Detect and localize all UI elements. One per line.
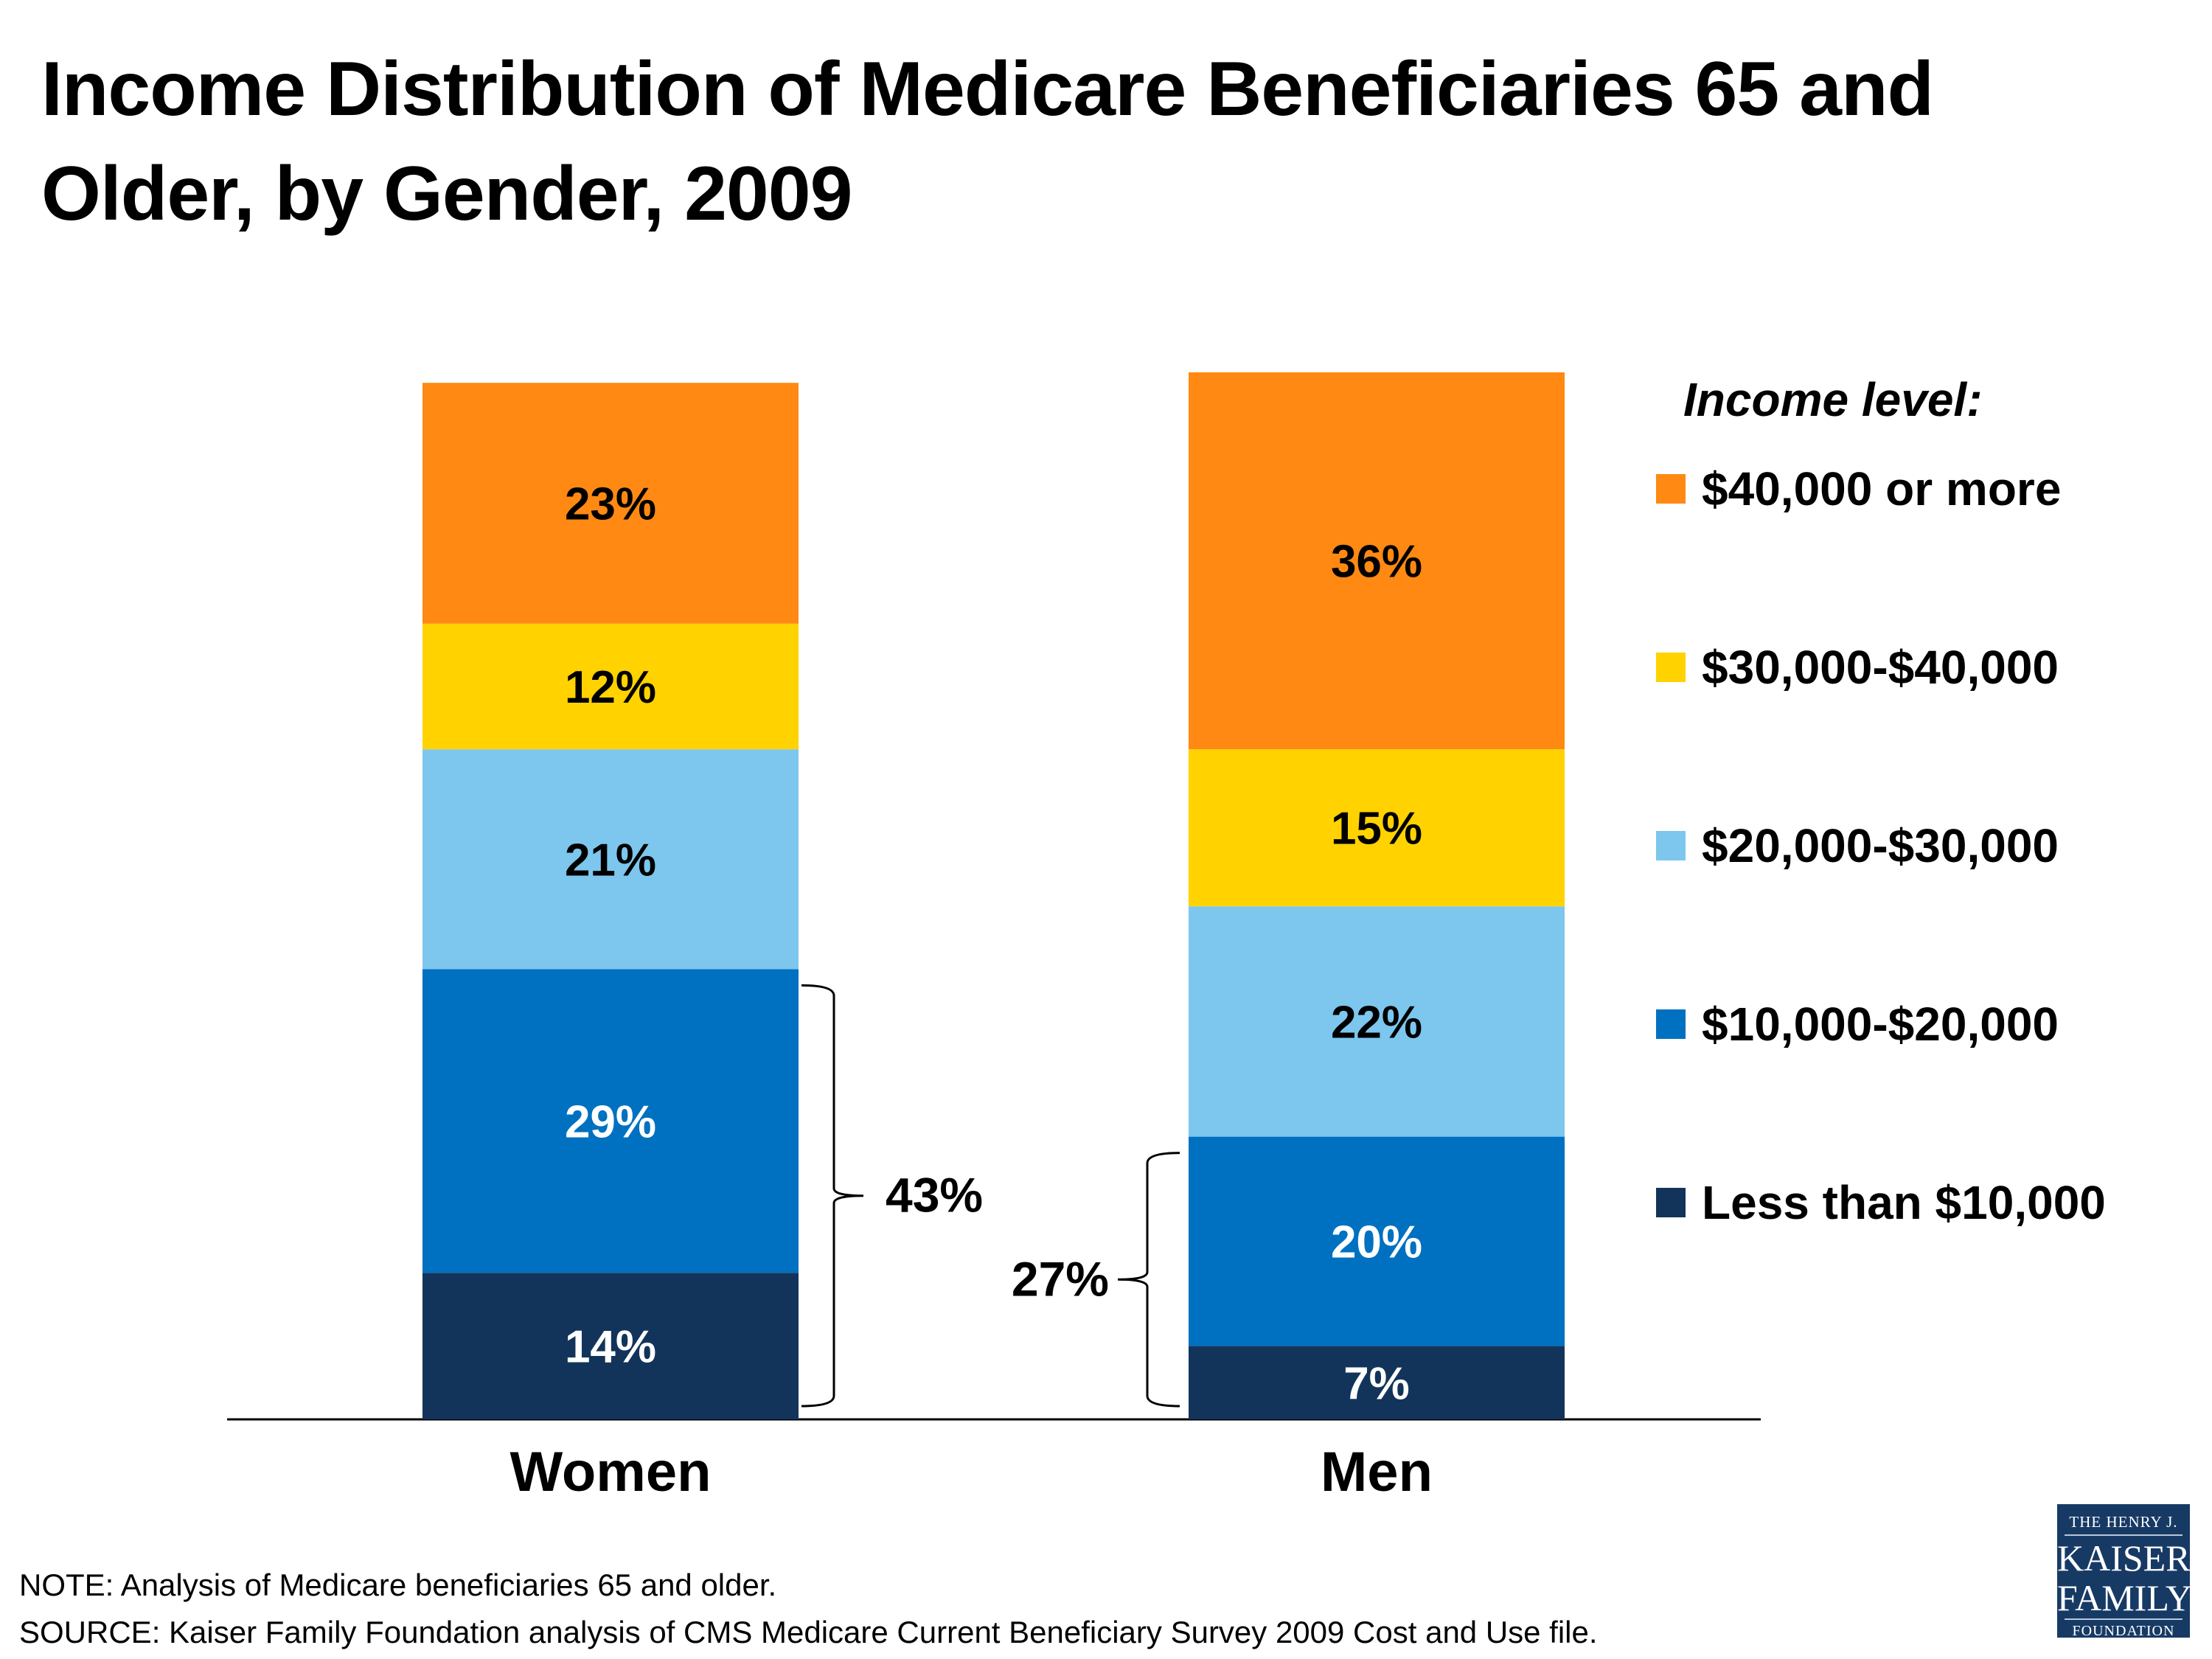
legend-label: Less than $10,000	[1702, 1176, 2106, 1229]
legend-swatch	[1656, 474, 1686, 504]
bracket-label-women: 43%	[886, 1168, 983, 1222]
logo-line-3: FAMILY	[2057, 1577, 2192, 1618]
bar-segment-men-less-than-10-000	[1189, 1346, 1565, 1419]
data-label: 21%	[565, 835, 656, 886]
logo-line-2: KAISER	[2057, 1537, 2191, 1579]
data-label: 22%	[1331, 997, 1422, 1048]
bar-segment-men-30-000-40-000	[1189, 749, 1565, 907]
legend-label: $20,000-$30,000	[1702, 819, 2059, 872]
bar-segment-men-20-000-30-000	[1189, 906, 1565, 1137]
legend-swatch	[1656, 1188, 1686, 1217]
bar-segment-women-10-000-20-000	[422, 969, 799, 1273]
legend-label: $10,000-$20,000	[1702, 998, 2059, 1051]
title-line-2: Older, by Gender, 2009	[41, 151, 852, 237]
bar-segment-men-40-000-or-more	[1189, 372, 1565, 750]
data-label: 7%	[1343, 1358, 1410, 1409]
legend-item-less-than-10-000: Less than $10,000	[1656, 1175, 2106, 1231]
bar-segment-women-20-000-30-000	[422, 749, 799, 970]
legend-swatch	[1656, 831, 1686, 860]
data-label: 15%	[1331, 804, 1422, 855]
legend-item-10-000-20-000: $10,000-$20,000	[1656, 996, 2059, 1052]
data-label: 29%	[565, 1096, 656, 1147]
bar-segment-men-10-000-20-000	[1189, 1136, 1565, 1346]
bar-segment-women-less-than-10-000	[422, 1273, 799, 1419]
kaiser-family-foundation-logo: THE HENRY J. KAISER FAMILY FOUNDATION	[2057, 1504, 2192, 1640]
legend-label: $30,000-$40,000	[1702, 641, 2059, 694]
legend-item-20-000-30-000: $20,000-$30,000	[1656, 818, 2059, 874]
legend-title: Income level:	[1683, 373, 1983, 426]
legend-label: $40,000 or more	[1702, 462, 2062, 515]
note-text: NOTE: Analysis of Medicare beneficiaries…	[19, 1568, 777, 1602]
legend-item-40-000-or-more: $40,000 or more	[1656, 461, 2061, 517]
bracket-men	[1117, 1152, 1180, 1408]
legend-item-30-000-40-000: $30,000-$40,000	[1656, 639, 2059, 695]
bar-segment-women-40-000-or-more	[422, 383, 799, 624]
legend-swatch	[1656, 1009, 1686, 1039]
source-text: SOURCE: Kaiser Family Foundation analysi…	[19, 1615, 1598, 1649]
legend-swatch	[1656, 653, 1686, 682]
data-label: 14%	[565, 1322, 656, 1373]
bar-segment-women-30-000-40-000	[422, 623, 799, 750]
bracket-women	[801, 984, 864, 1408]
x-tick-label-women: Women	[509, 1441, 711, 1503]
data-label: 20%	[1331, 1217, 1422, 1268]
x-tick-label-men: Men	[1321, 1441, 1433, 1503]
bracket-label-men: 27%	[1012, 1251, 1109, 1306]
data-label: 23%	[565, 479, 656, 530]
title-line-1: Income Distribution of Medicare Benefici…	[41, 46, 1934, 132]
data-label: 36%	[1331, 537, 1422, 588]
data-label: 12%	[565, 662, 656, 713]
chart-title: Income Distribution of Medicare Benefici…	[41, 37, 2069, 246]
logo-line-1: THE HENRY J.	[2065, 1513, 2183, 1536]
logo-line-4: FOUNDATION	[2065, 1618, 2183, 1640]
